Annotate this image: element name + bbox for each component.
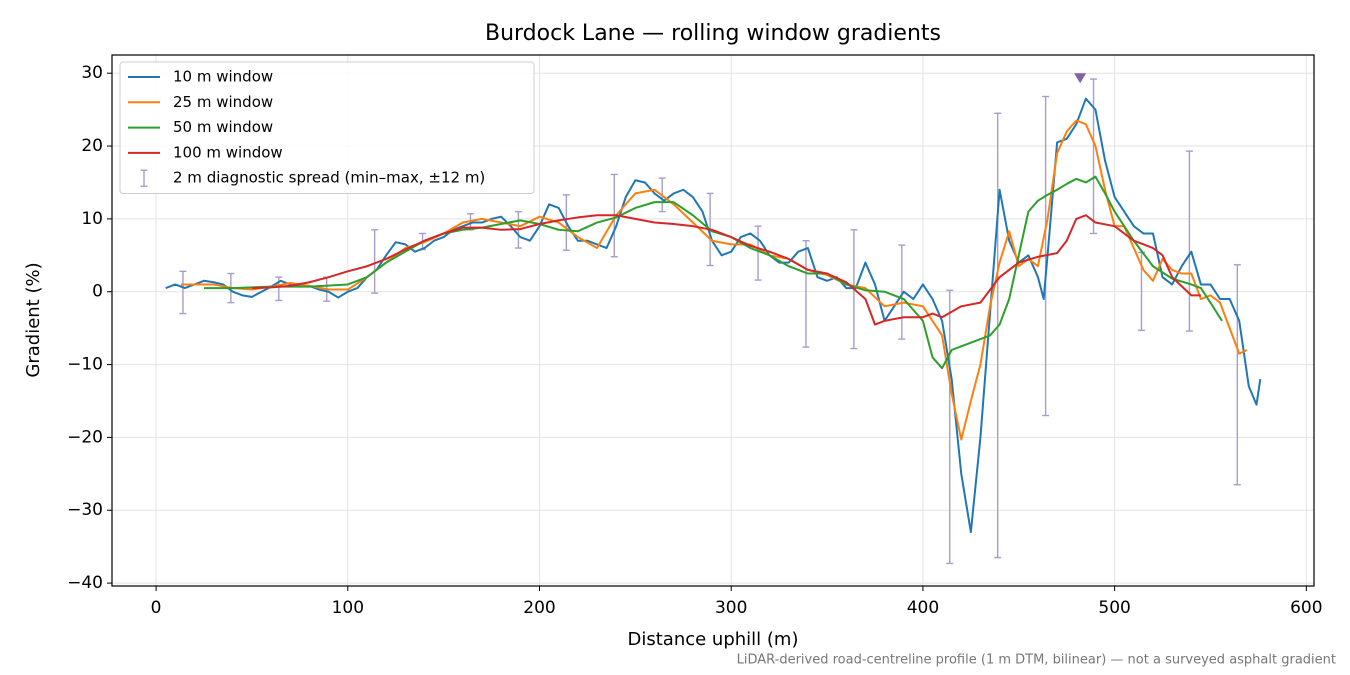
series-line (251, 214, 1201, 326)
y-tick-label: −10 (67, 355, 103, 375)
error-bar (802, 240, 810, 348)
y-tick-label: 10 (81, 209, 103, 229)
x-tick-label: 600 (1290, 598, 1322, 618)
x-axis-label: Distance uphill (m) (628, 629, 799, 650)
legend-label: 50 m window (173, 118, 273, 136)
series-line (181, 119, 1248, 441)
series-line (165, 97, 1262, 534)
error-bar (946, 289, 954, 565)
plot-frame (111, 54, 1315, 587)
legend: 10 m window 25 m window 50 m window 100 m w… (119, 61, 535, 194)
error-bar (1233, 264, 1241, 486)
y-tick-label: 0 (92, 282, 103, 302)
x-tick-label: 400 (907, 598, 939, 618)
x-tick-label: 500 (1098, 598, 1130, 618)
y-tick-label: −30 (67, 500, 103, 520)
y-axis-label: Gradient (%) (23, 262, 44, 377)
legend-label: 100 m window (173, 143, 283, 161)
legend-box (119, 61, 535, 194)
error-bar (898, 244, 906, 340)
x-tick-label: 300 (715, 598, 747, 618)
x-tick-label: 0 (151, 598, 162, 618)
error-bar (1090, 78, 1098, 235)
footnote: LiDAR-derived road-centreline profile (1… (737, 653, 1336, 668)
error-bar (754, 225, 762, 281)
x-tick-label: 100 (332, 598, 364, 618)
error-bar (994, 112, 1002, 559)
y-tick-label: 20 (81, 136, 103, 156)
y-tick-label: −40 (67, 573, 103, 593)
error-bar (371, 229, 379, 294)
legend-label: 2 m diagnostic spread (min–max, ±12 m) (173, 169, 485, 187)
series-line (204, 175, 1223, 370)
x-tick-label: 200 (523, 598, 555, 618)
error-bar (179, 270, 187, 315)
plot-area (165, 73, 1262, 565)
legend-label: 25 m window (173, 93, 273, 111)
peak-marker (1074, 73, 1087, 84)
legend-label: 10 m window (173, 68, 273, 86)
y-tick-label: 30 (81, 63, 103, 83)
y-tick-label: −20 (67, 427, 103, 447)
error-bar (1185, 150, 1193, 332)
chart-title: Burdock Lane — rolling window gradients (485, 21, 941, 46)
